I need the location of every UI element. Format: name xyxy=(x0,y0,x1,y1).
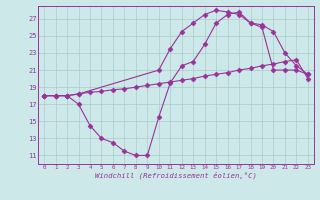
X-axis label: Windchill (Refroidissement éolien,°C): Windchill (Refroidissement éolien,°C) xyxy=(95,172,257,179)
